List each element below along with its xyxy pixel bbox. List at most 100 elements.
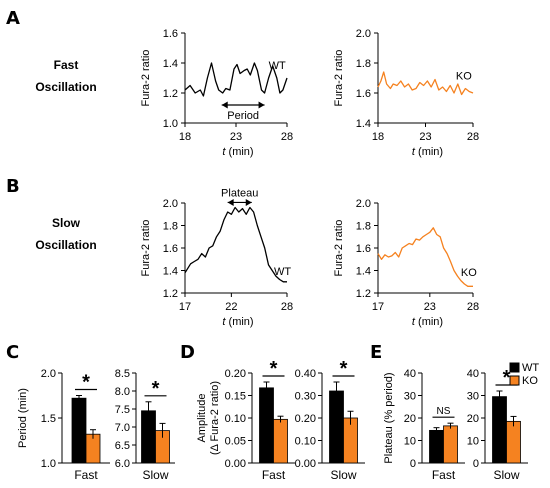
series-line-wt <box>184 62 288 97</box>
annotation-period: Period <box>227 110 259 122</box>
y-axis-label-2: (Δ Fura-2 ratio) <box>209 381 221 455</box>
y-tick-label: 0.10 <box>225 413 246 425</box>
annotation-ko: KO <box>461 267 477 279</box>
y-tick-label: 2.0 <box>356 28 371 40</box>
legend-swatch-ko <box>509 375 520 386</box>
y-tick-label: 1.8 <box>356 58 371 70</box>
legend-swatch-wt <box>509 362 520 373</box>
bar-wt <box>492 396 507 464</box>
y-tick-label: 8.0 <box>115 386 130 398</box>
y-tick-label: 2.0 <box>41 368 56 380</box>
row-label-fast: Fast Oscillation <box>26 54 106 98</box>
chart-fast-wt: 1.0 1.2 1.4 1.6 18 23 28 t (min) Fura-2 ratio WT P… <box>140 28 293 158</box>
chart-amplitude-fast: 0.00 0.05 0.10 0.15 0.20 Fast * Amplitude (Δ Fur… <box>196 358 295 482</box>
plateau-arrow-head-right <box>245 198 252 206</box>
x-tick-label: 28 <box>467 131 479 143</box>
x-axis-label: t (min) <box>222 316 253 328</box>
legend-label-ko: KO <box>522 375 538 387</box>
bar-wt <box>259 387 274 464</box>
x-tick-label: 18 <box>179 131 191 143</box>
x-axis-label: t (min) <box>222 146 253 158</box>
bar-ko <box>506 420 521 464</box>
y-tick-label: 0 <box>410 458 416 470</box>
y-tick-label: 8.5 <box>115 368 130 380</box>
section-label-b: B <box>6 176 20 197</box>
y-tick-label: 1.2 <box>163 88 178 100</box>
section-label-d: D <box>180 342 195 363</box>
y-tick-label: 0.40 <box>295 368 316 380</box>
y-tick-label: 1.4 <box>356 266 371 278</box>
y-tick-label: 0.20 <box>225 368 246 380</box>
y-tick-label: 1.8 <box>163 221 178 233</box>
y-tick-label: 30 <box>404 391 416 403</box>
row-label-slow: Slow Oscillation <box>26 212 106 256</box>
x-tick-label: 17 <box>179 301 191 313</box>
y-tick-label: 1.4 <box>163 266 178 278</box>
x-tick-label: 23 <box>419 131 431 143</box>
y-tick-label: 1.2 <box>163 288 178 300</box>
y-tick-label: 1.6 <box>356 88 371 100</box>
y-tick-label: 0.05 <box>225 436 246 448</box>
y-tick-label: 7.5 <box>115 404 130 416</box>
chart-slow-wt: 1.2 1.4 1.6 1.8 2.0 17 22 28 t (min) Fura-2 ratio… <box>140 187 293 328</box>
period-arrow-head-left <box>221 101 228 109</box>
x-axis-label: t (min) <box>412 146 443 158</box>
legend-label-wt: WT <box>522 362 539 374</box>
plateau-arrow-head-left <box>227 198 234 206</box>
y-tick-label: 1.0 <box>41 458 56 470</box>
x-axis-label: t (min) <box>412 316 443 328</box>
category-label: Slow <box>142 468 168 482</box>
annotation-wt: WT <box>274 266 291 278</box>
significance-marker: * <box>503 367 511 389</box>
y-axis-label: Fura-2 ratio <box>333 220 345 277</box>
y-tick-label: 40 <box>467 368 479 380</box>
y-axis-label: Fura-2 ratio <box>140 50 152 107</box>
y-tick-label: 0.00 <box>225 458 246 470</box>
category-label: Slow <box>493 468 519 482</box>
significance-marker: * <box>270 358 278 380</box>
category-label: Fast <box>74 468 98 482</box>
bar-wt <box>71 397 87 464</box>
section-label-c: C <box>6 342 20 363</box>
y-tick-label: 1.0 <box>163 118 178 130</box>
y-tick-label: 1.8 <box>356 221 371 233</box>
chart-period-fast: 1.0 1.5 2.0 Fast * Period (min) <box>17 368 110 482</box>
significance-marker: NS <box>437 406 451 417</box>
significance-marker: * <box>340 358 348 380</box>
y-tick-label: 0.10 <box>295 436 316 448</box>
y-tick-label: 1.5 <box>41 413 56 425</box>
period-arrow-head-right <box>258 101 265 109</box>
bar-wt <box>329 390 344 464</box>
chart-plateau-fast: 0 10 20 30 40 Fast NS Plateau (% period) <box>383 368 465 482</box>
y-tick-label: 20 <box>467 413 479 425</box>
annotation-plateau: Plateau <box>221 187 258 199</box>
y-tick-label: 20 <box>404 413 416 425</box>
section-label-e: E <box>370 342 383 363</box>
series-line-ko <box>377 227 473 287</box>
chart-plateau-slow: 0 10 20 30 40 Slow * <box>467 367 528 482</box>
chart-slow-ko: 1.2 1.4 1.6 1.8 2.0 17 23 28 t (min) Fura-2 ratio… <box>333 198 479 328</box>
category-label: Fast <box>262 468 286 482</box>
row-label-fast-line1: Fast <box>53 58 79 72</box>
x-tick-label: 18 <box>372 131 384 143</box>
y-tick-label: 7.0 <box>115 422 130 434</box>
y-axis-label: Fura-2 ratio <box>333 50 345 107</box>
y-tick-label: 1.2 <box>356 288 371 300</box>
y-tick-label: 1.6 <box>163 28 178 40</box>
y-tick-label: 0.30 <box>295 391 316 403</box>
y-tick-label: 30 <box>467 391 479 403</box>
y-tick-label: 40 <box>404 368 416 380</box>
chart-fast-ko: 1.4 1.6 1.8 2.0 18 23 28 t (min) Fura-2 ratio KO <box>333 28 479 158</box>
y-axis-label: Amplitude <box>196 394 208 443</box>
x-tick-label: 23 <box>230 131 242 143</box>
section-label-a: A <box>6 8 20 29</box>
y-axis-label: Plateau (% period) <box>383 372 395 463</box>
bar-wt <box>429 429 444 464</box>
y-axis-label: Period (min) <box>17 388 29 448</box>
series-line-wt <box>184 206 287 283</box>
annotation-ko: KO <box>456 71 472 83</box>
y-tick-label: 0.00 <box>295 458 316 470</box>
y-tick-label: 0.20 <box>295 413 316 425</box>
y-tick-label: 1.6 <box>356 243 371 255</box>
y-tick-label: 1.6 <box>163 243 178 255</box>
